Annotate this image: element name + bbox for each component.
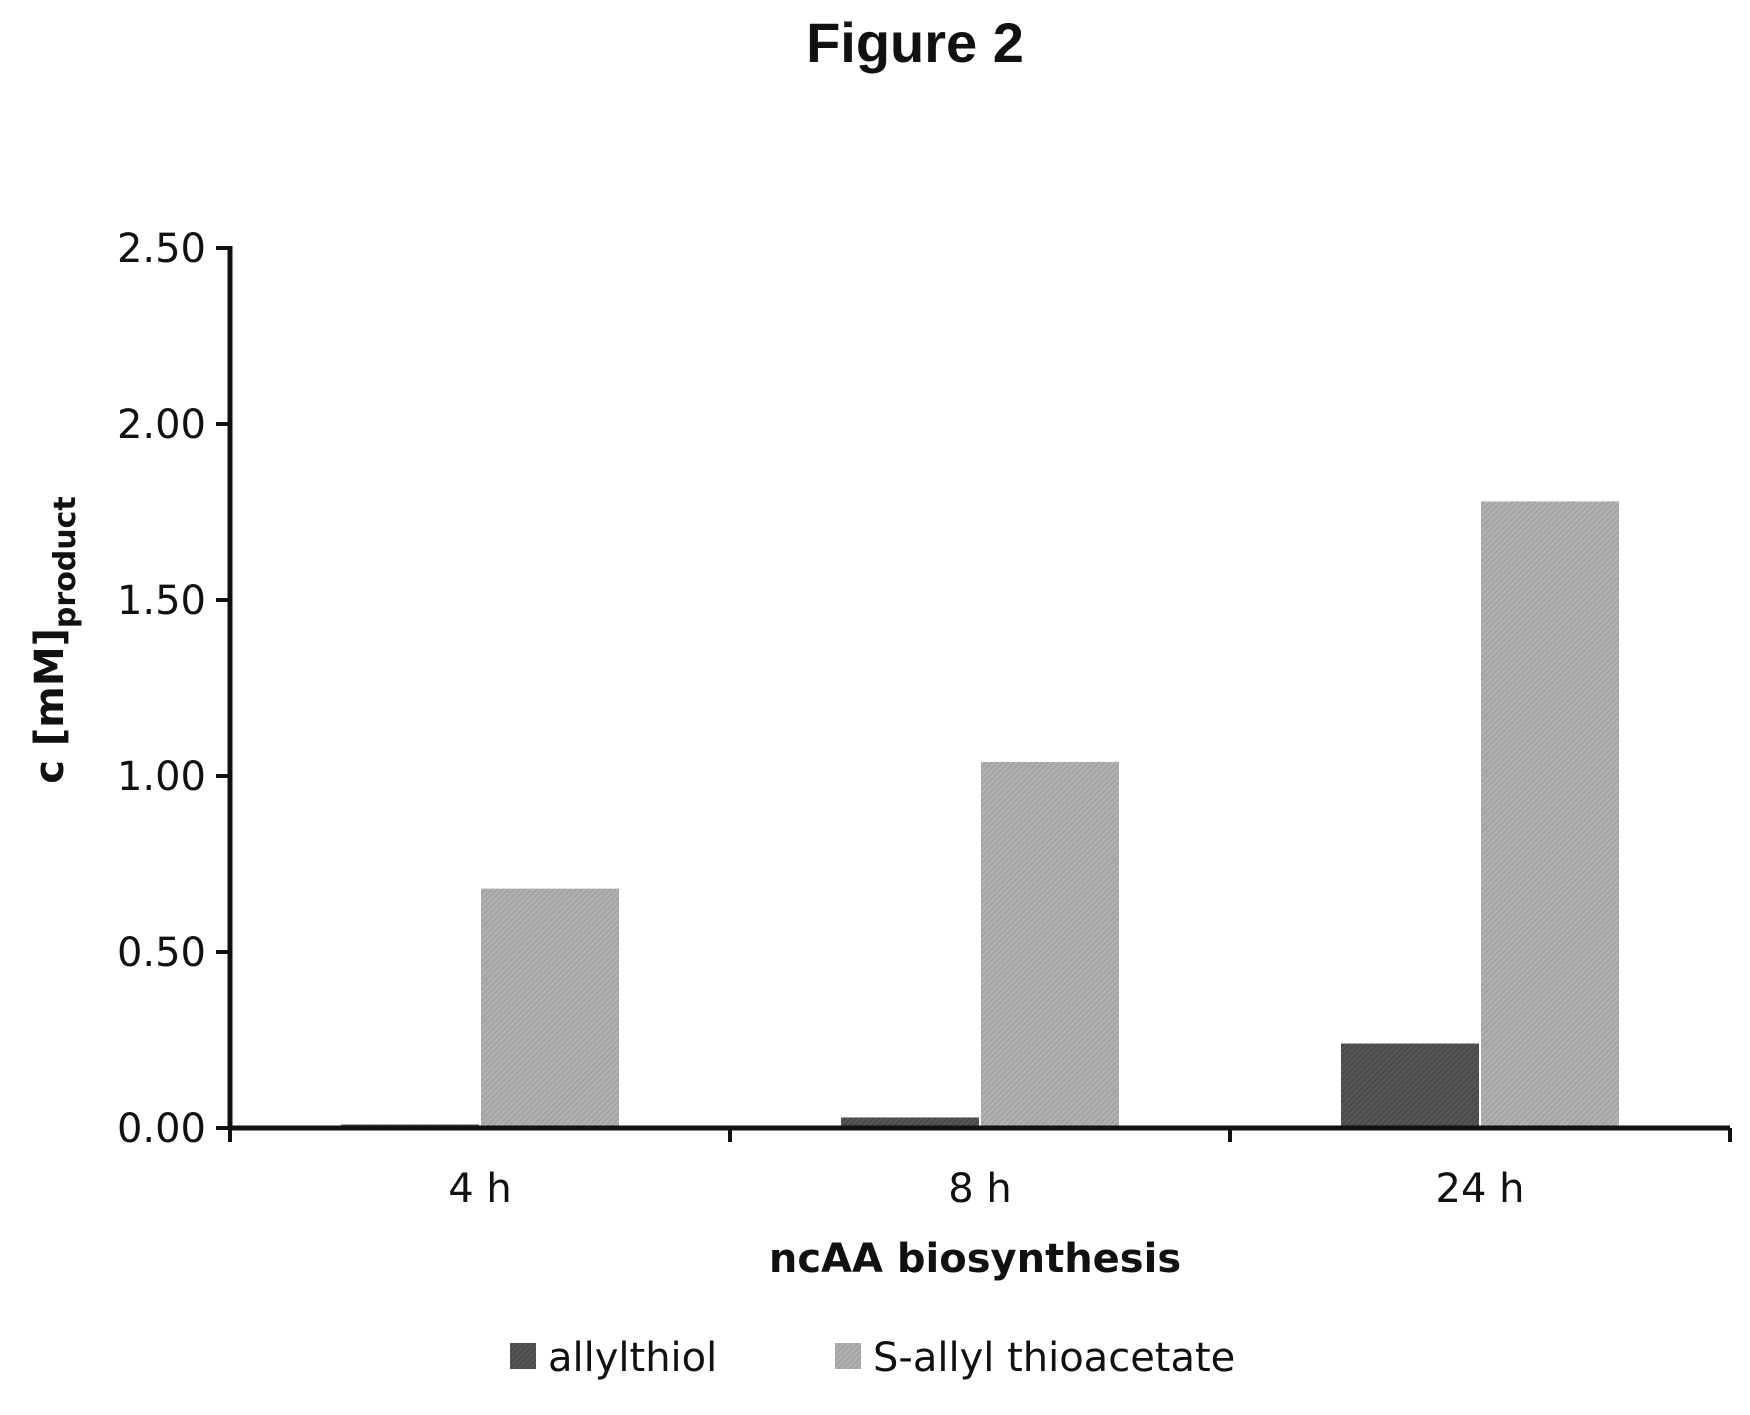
bar-s-allyl-thioacetate [481, 888, 619, 1128]
bars [341, 501, 1619, 1128]
legend-swatch [510, 1343, 536, 1369]
y-tick-label: 2.50 [117, 226, 206, 272]
svg-text:c [mM]product: c [mM]product [27, 496, 83, 784]
bar-s-allyl-thioacetate [1481, 501, 1619, 1128]
y-axis-label-subscript: product [48, 496, 83, 628]
x-tick-label: 4 h [448, 1166, 512, 1212]
legend: allylthiol S-allyl thioacetate [510, 1335, 1235, 1381]
y-tick-label: 0.50 [117, 930, 206, 976]
bar-s-allyl-thioacetate [981, 761, 1119, 1128]
y-axis-ticks: 0.00 0.50 1.00 1.50 2.00 2.50 [117, 226, 230, 1152]
chart-title: Figure 2 [806, 11, 1024, 74]
bar-allylthiol [841, 1117, 979, 1128]
x-tick-label: 8 h [948, 1166, 1012, 1212]
axes [227, 246, 1730, 1131]
y-tick-label: 1.00 [117, 754, 206, 800]
bar-allylthiol [1341, 1043, 1479, 1128]
legend-label: S-allyl thioacetate [873, 1335, 1235, 1381]
y-tick-label: 2.00 [117, 402, 206, 448]
y-axis-label-main: c [mM] [27, 628, 73, 784]
y-axis-label: c [mM]product [27, 496, 83, 784]
x-axis-label: ncAA biosynthesis [769, 1236, 1181, 1282]
legend-label: allylthiol [548, 1335, 717, 1381]
x-axis-ticks: 4 h 8 h 24 h [228, 1128, 1732, 1212]
y-tick-label: 0.00 [117, 1106, 206, 1152]
legend-swatch [835, 1343, 861, 1369]
x-tick-label: 24 h [1436, 1166, 1525, 1212]
y-tick-label: 1.50 [117, 578, 206, 624]
